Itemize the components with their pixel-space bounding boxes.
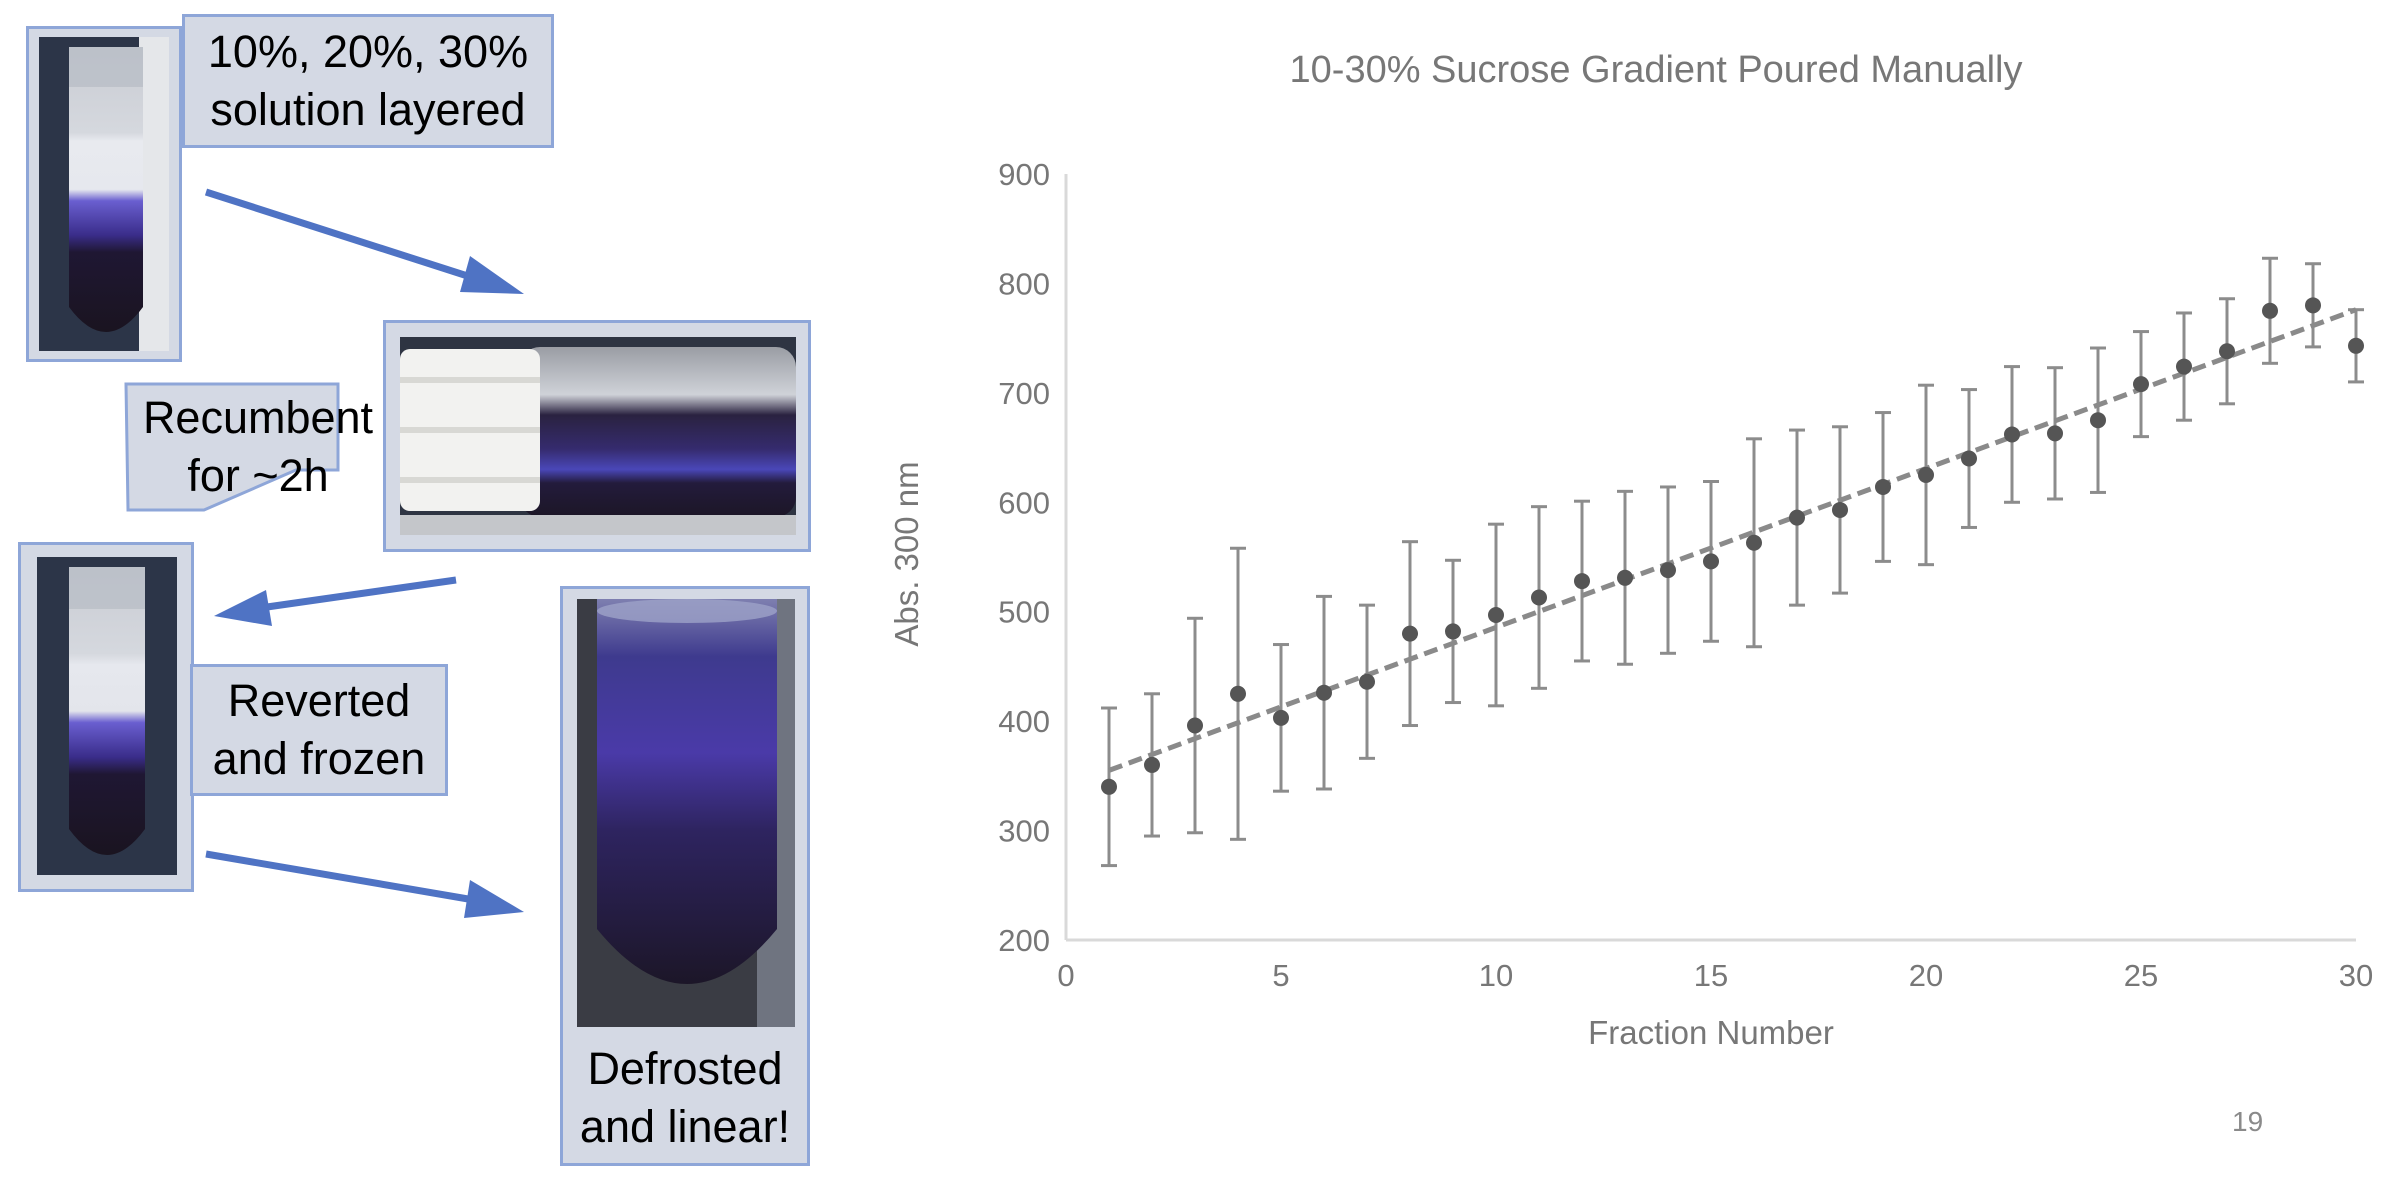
data-point bbox=[2262, 302, 2278, 319]
y-tick-label: 300 bbox=[998, 814, 1050, 849]
data-point bbox=[1488, 606, 1504, 623]
x-tick-label: 0 bbox=[1057, 958, 1074, 993]
data-point bbox=[2047, 425, 2063, 442]
x-tick-labels: 0 5 10 15 20 25 30 bbox=[1057, 958, 2373, 993]
defrosted-callout-line-1: Defrosted bbox=[587, 1043, 783, 1094]
y-tick-label: 200 bbox=[998, 923, 1050, 958]
data-point bbox=[1918, 466, 1934, 483]
data-point bbox=[1230, 685, 1246, 702]
x-tick-label: 30 bbox=[2339, 958, 2373, 993]
reverted-callout: Reverted and frozen bbox=[190, 664, 448, 796]
trendline bbox=[1108, 307, 2357, 773]
y-tick-label: 500 bbox=[998, 595, 1050, 630]
data-point bbox=[2348, 337, 2364, 354]
y-tick-label: 700 bbox=[998, 376, 1050, 411]
y-tick-label: 900 bbox=[998, 157, 1050, 192]
data-point bbox=[1273, 709, 1289, 726]
defrosted-callout-text: Defrosted and linear! bbox=[563, 1033, 807, 1163]
data-point bbox=[2305, 297, 2321, 314]
reverted-callout-line-2: and frozen bbox=[212, 733, 426, 784]
data-point bbox=[2176, 358, 2192, 375]
layered-callout-line-1: 10%, 20%, 30% bbox=[207, 26, 529, 77]
data-point bbox=[1617, 569, 1633, 586]
data-point bbox=[1875, 478, 1891, 495]
data-point bbox=[1746, 534, 1762, 551]
x-axis-label: Fraction Number bbox=[1588, 1014, 1834, 1051]
flow-arrows bbox=[204, 188, 524, 918]
data-point bbox=[1101, 778, 1117, 795]
recumbent-callout-line-1: Recumbent bbox=[142, 392, 374, 443]
procedure-panel: 10%, 20%, 30% solution layered bbox=[0, 0, 860, 1182]
data-point bbox=[1789, 509, 1805, 526]
data-point bbox=[1445, 623, 1461, 640]
data-point bbox=[1531, 589, 1547, 606]
arrow-to-reverted bbox=[214, 576, 457, 626]
data-point bbox=[1402, 625, 1418, 642]
data-point bbox=[1574, 573, 1590, 590]
tube-image bbox=[577, 599, 795, 1027]
chart-title: 10-30% Sucrose Gradient Poured Manually bbox=[1290, 49, 2023, 91]
data-point bbox=[1359, 673, 1375, 690]
y-axis-label: Abs. 300 nm bbox=[888, 461, 925, 646]
arrow-to-recumbent bbox=[204, 188, 524, 294]
layered-tube-photo bbox=[26, 26, 182, 362]
layered-callout-line-2: solution layered bbox=[210, 84, 526, 135]
chart-axes bbox=[1064, 174, 2356, 942]
recumbent-callout bbox=[124, 382, 340, 512]
defrosted-callout-line-2: and linear! bbox=[579, 1101, 791, 1152]
y-tick-label: 800 bbox=[998, 266, 1050, 301]
data-point bbox=[1660, 562, 1676, 579]
data-point bbox=[1961, 450, 1977, 467]
data-point bbox=[2219, 343, 2235, 360]
recumbent-callout-text: Recumbent for ~2h bbox=[128, 388, 388, 506]
data-point bbox=[2090, 412, 2106, 429]
y-tick-label: 400 bbox=[998, 704, 1050, 739]
recumbent-callout-line-2: for ~2h bbox=[187, 450, 329, 501]
page-number: 19 bbox=[2232, 1106, 2264, 1137]
y-tick-label: 600 bbox=[998, 485, 1050, 520]
data-point bbox=[2133, 376, 2149, 393]
x-tick-label: 25 bbox=[2124, 958, 2158, 993]
tube-image bbox=[400, 337, 796, 535]
reverted-callout-line-1: Reverted bbox=[227, 675, 411, 726]
x-tick-label: 10 bbox=[1479, 958, 1513, 993]
data-point bbox=[2004, 426, 2020, 443]
error-bars bbox=[1101, 256, 2364, 868]
scatter-chart: 10-30% Sucrose Gradient Poured Manually … bbox=[888, 49, 2373, 1051]
x-tick-label: 5 bbox=[1272, 958, 1289, 993]
data-point bbox=[1703, 553, 1719, 570]
data-point bbox=[1187, 717, 1203, 734]
data-point bbox=[1316, 684, 1332, 701]
arrow-to-defrosted bbox=[205, 850, 524, 918]
x-tick-label: 15 bbox=[1694, 958, 1728, 993]
tube-image bbox=[37, 557, 177, 875]
tube-image bbox=[39, 37, 169, 351]
trendline-line bbox=[1108, 307, 2357, 773]
x-tick-label: 20 bbox=[1909, 958, 1943, 993]
defrosted-tube-photo: Defrosted and linear! bbox=[560, 586, 810, 1166]
layered-callout: 10%, 20%, 30% solution layered bbox=[182, 14, 554, 148]
recumbent-tube-photo bbox=[383, 320, 811, 552]
data-point bbox=[1144, 756, 1160, 773]
y-tick-labels: 200 300 400 500 600 700 800 900 bbox=[998, 157, 1050, 958]
data-point bbox=[1832, 501, 1848, 518]
data-points bbox=[1101, 297, 2364, 795]
